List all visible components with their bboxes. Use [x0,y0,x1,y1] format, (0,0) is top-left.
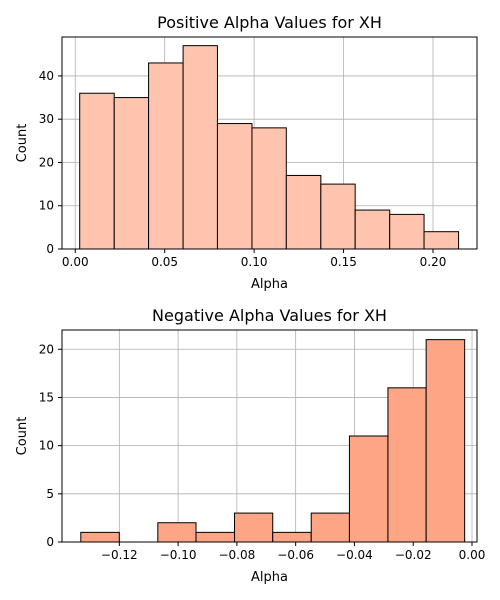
chart1-bar-0 [79,92,115,250]
chart2-x-tick-label-2: −0.08 [218,548,255,562]
chart2-x-tick-label-4: −0.04 [336,548,373,562]
chart1-x-tick-label-0: 0.00 [62,255,89,269]
chart2-y-tick-label-0: 0 [46,535,54,549]
chart1-x-tick-label-1: 0.05 [151,255,178,269]
chart2-bar-5 [272,531,312,543]
chart1-bar-4 [216,123,253,250]
chart2-axes-frame [61,329,478,543]
chart1: 0.00 0.05 0.10 0.15 0.20 0 10 20 30 40 Positive Al… [15,13,478,292]
chart2-x-tick-label-6: 0.00 [459,548,486,562]
chart1-bar-8 [354,209,391,250]
chart2-bar-6 [310,512,350,543]
chart2: −0.12 −0.10 −0.08 −0.06 −0.04 −0.02 0.00 0 5 10 15… [15,306,485,585]
chart2-y-tick-label-1: 5 [46,487,54,501]
chart1-y-tick-label-1: 10 [39,199,54,213]
chart2-x-tick-label-5: −0.02 [395,548,432,562]
chart2-x-tick-label-3: −0.06 [277,548,314,562]
chart2-y-tick-label-4: 20 [39,342,54,356]
chart1-bar-5 [251,127,287,250]
chart2-title: Negative Alpha Values for XH [152,306,387,325]
chart1-bar-7 [320,183,356,250]
chart1-x-tick-label-2: 0.10 [241,255,268,269]
chart1-title: Positive Alpha Values for XH [157,13,382,32]
chart1-axes-frame [61,36,478,250]
chart1-x-tick-label-4: 0.20 [420,255,447,269]
chart1-x-tick-label-3: 0.15 [330,255,357,269]
chart1-y-tick-label-0: 0 [46,242,54,256]
chart2-bar-8 [387,387,427,543]
chart2-x-axis-label: Alpha [251,570,288,585]
chart2-y-tick-label-3: 15 [39,390,54,404]
chart2-x-tick-label-0: −0.12 [101,548,138,562]
chart2-bar-4 [234,512,274,543]
chart2-y-axis-label: Count [15,417,30,456]
chart1-y-axis-label: Count [15,124,30,163]
chart1-bar-6 [285,174,322,250]
chart1-y-tick-label-2: 20 [39,155,54,169]
chart1-bar-10 [423,231,460,250]
chart2-y-tick-label-2: 10 [39,439,54,453]
chart1-y-tick-label-4: 40 [39,69,54,83]
chart1-bar-1 [113,97,150,250]
chart1-bar-2 [148,62,184,250]
chart2-bar-3 [195,531,236,543]
chart2-bar-9 [425,339,466,543]
chart2-bar-2 [157,522,197,543]
chart1-bar-9 [389,213,425,250]
chart2-x-tick-label-1: −0.10 [160,548,197,562]
chart1-bar-3 [182,45,218,250]
chart2-bar-7 [348,435,389,543]
chart1-y-tick-label-3: 30 [39,112,54,126]
chart2-bar-0 [80,531,120,543]
chart1-x-axis-label: Alpha [251,277,288,292]
